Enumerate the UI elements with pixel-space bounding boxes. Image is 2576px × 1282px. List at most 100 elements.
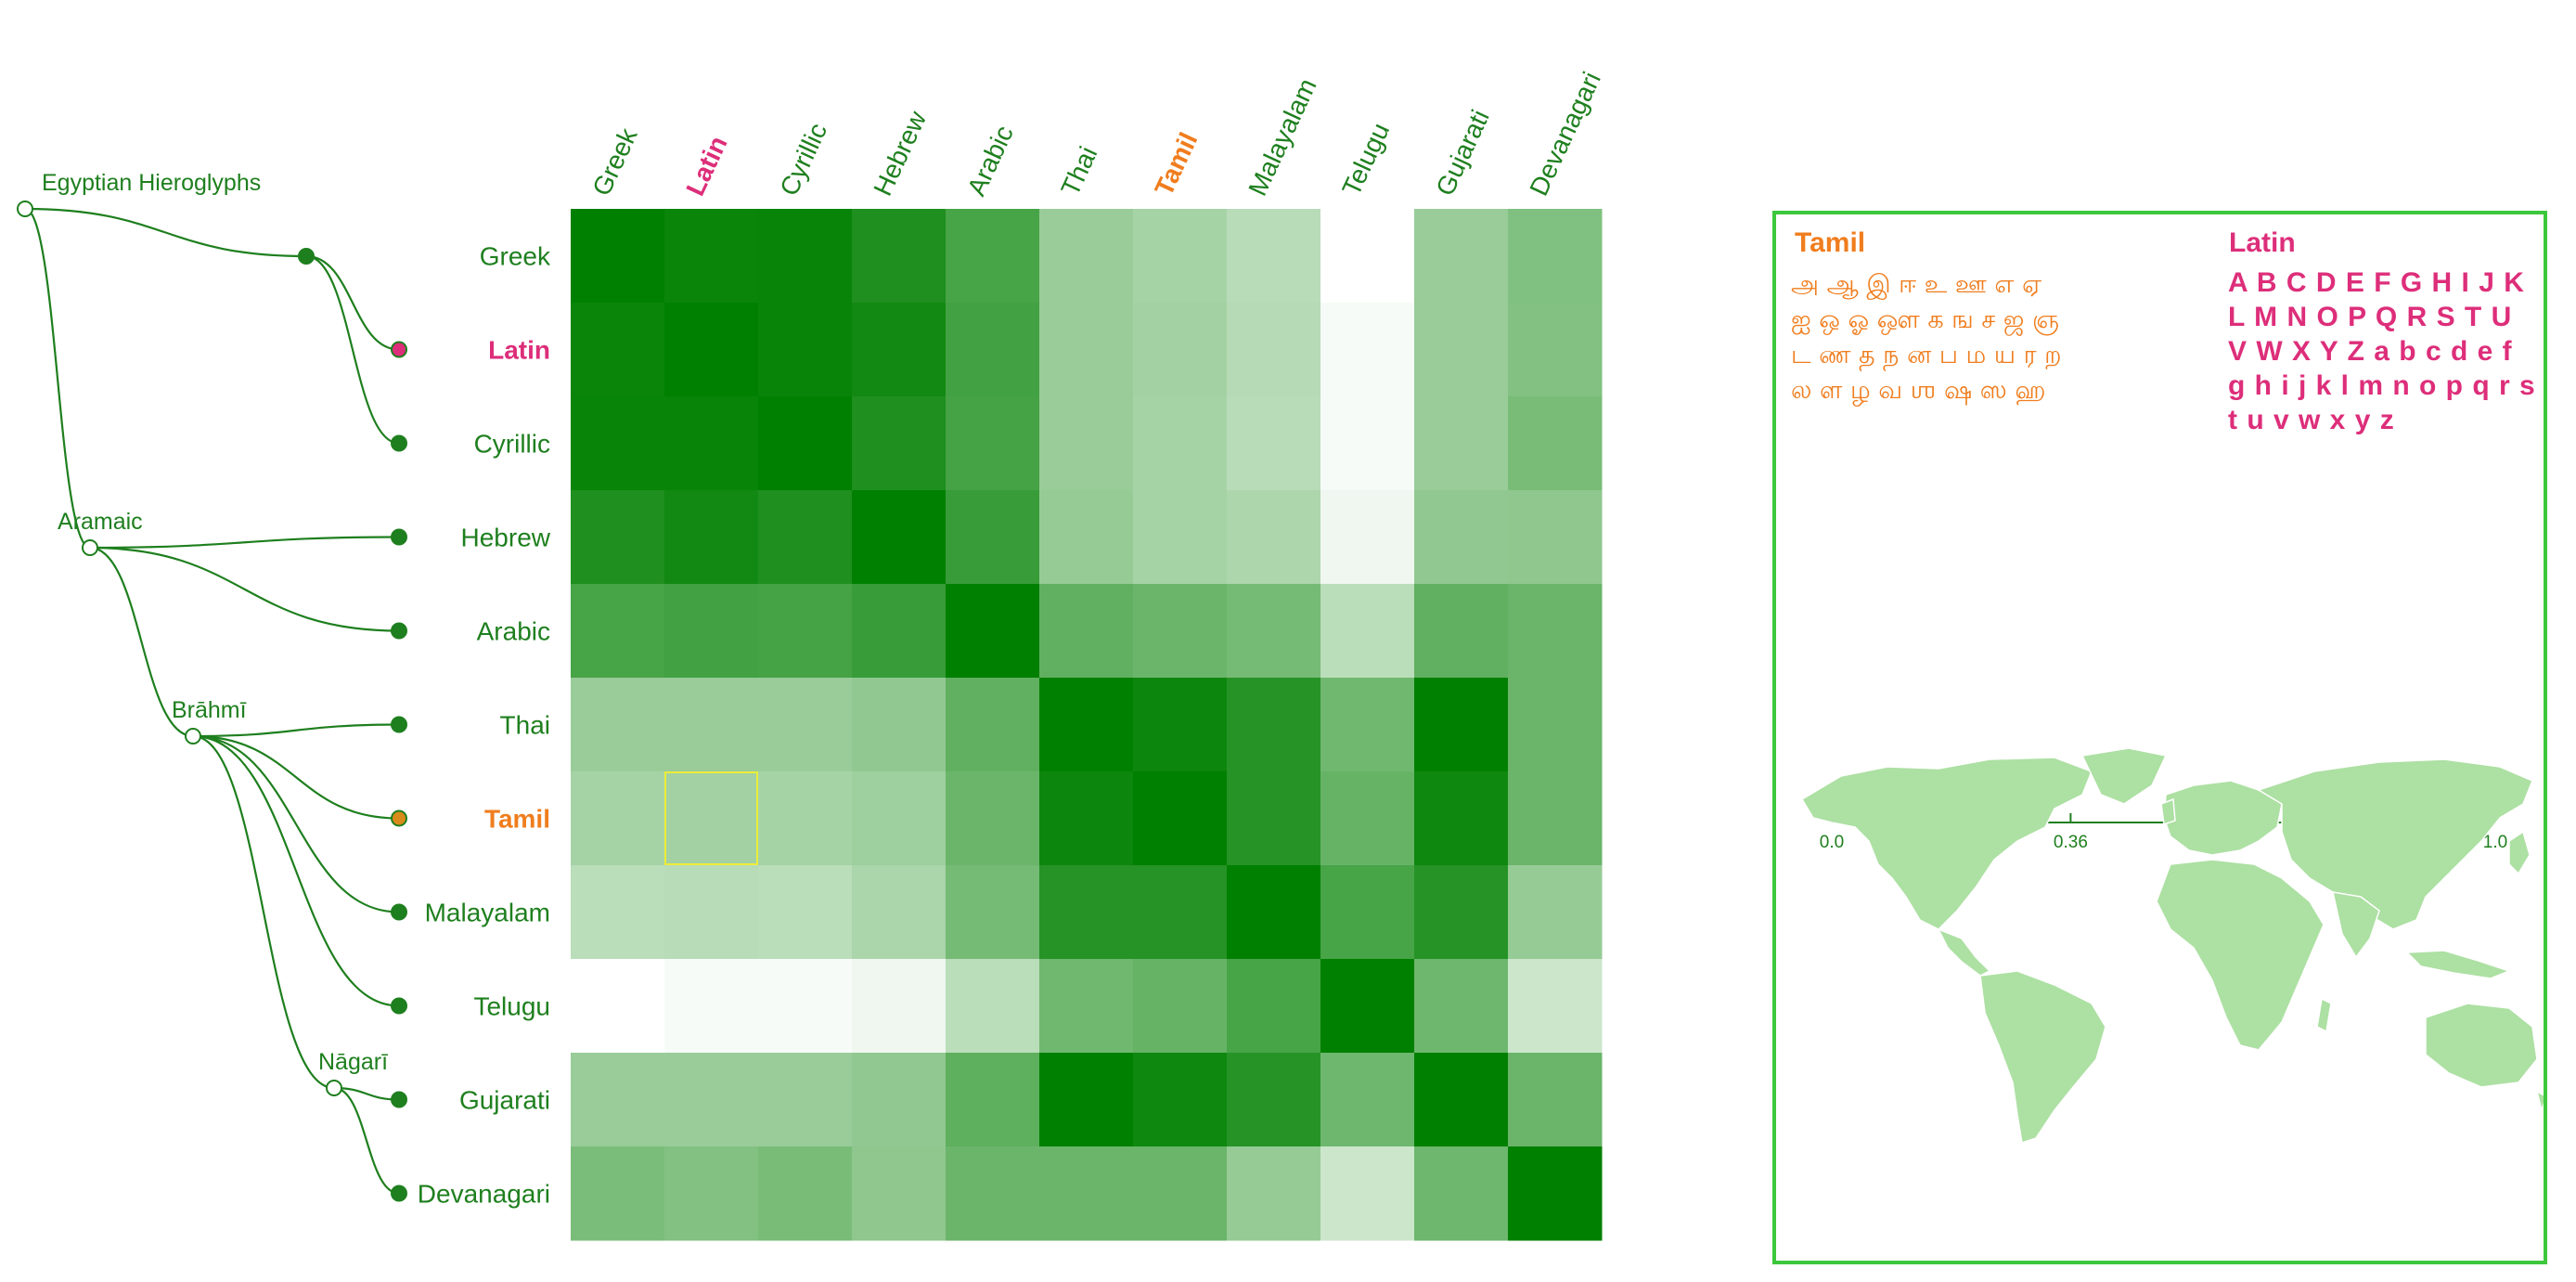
heatmap-cell[interactable]: [664, 490, 759, 585]
heatmap-cell[interactable]: [758, 303, 853, 397]
row-label[interactable]: Devanagari: [418, 1180, 550, 1209]
column-label[interactable]: Gujarati: [1430, 106, 1495, 201]
heatmap-cell[interactable]: [1320, 209, 1415, 304]
row-label[interactable]: Hebrew: [461, 524, 551, 552]
column-label[interactable]: Telugu: [1336, 119, 1395, 201]
heatmap-cell[interactable]: [852, 678, 947, 772]
column-label[interactable]: Thai: [1055, 142, 1102, 200]
heatmap-cell[interactable]: [1039, 959, 1134, 1054]
heatmap-cell[interactable]: [1039, 584, 1134, 679]
heatmap-cell[interactable]: [1039, 771, 1134, 866]
heatmap-cell[interactable]: [946, 209, 1040, 304]
heatmap-cell[interactable]: [664, 1146, 759, 1241]
heatmap-cell[interactable]: [852, 584, 947, 679]
heatmap-cell[interactable]: [852, 959, 947, 1054]
heatmap-cell[interactable]: [1508, 678, 1603, 772]
heatmap-cell[interactable]: [1508, 490, 1603, 585]
heatmap-cell[interactable]: [946, 771, 1040, 866]
row-label[interactable]: Cyrillic: [474, 430, 550, 459]
row-label[interactable]: Tamil: [484, 805, 550, 834]
heatmap-cell[interactable]: [571, 584, 665, 679]
heatmap-cell[interactable]: [571, 1146, 665, 1241]
heatmap-cell[interactable]: [1039, 678, 1134, 772]
heatmap-cell[interactable]: [571, 1053, 665, 1147]
column-label[interactable]: Greek: [586, 123, 643, 200]
row-label[interactable]: Greek: [480, 242, 551, 271]
heatmap-cell[interactable]: [664, 865, 759, 960]
heatmap-cell[interactable]: [1414, 209, 1509, 304]
heatmap-cell[interactable]: [571, 490, 665, 585]
heatmap-cell[interactable]: [946, 396, 1040, 491]
heatmap-cell[interactable]: [1039, 1053, 1134, 1147]
column-label[interactable]: Hebrew: [868, 106, 932, 200]
heatmap-cell[interactable]: [1320, 1146, 1415, 1241]
heatmap-cell[interactable]: [852, 1146, 947, 1241]
tree-leaf-node[interactable]: [391, 341, 407, 358]
tree-internal-node[interactable]: [82, 539, 98, 556]
tree-leaf-node[interactable]: [391, 528, 407, 546]
heatmap-cell[interactable]: [1133, 209, 1228, 304]
heatmap-cell[interactable]: [1133, 584, 1228, 679]
heatmap-cell[interactable]: [1133, 678, 1228, 772]
heatmap-cell[interactable]: [1227, 1146, 1321, 1241]
heatmap-cell[interactable]: [1508, 396, 1603, 491]
row-label[interactable]: Malayalam: [425, 899, 550, 927]
heatmap-cell[interactable]: [571, 959, 665, 1054]
row-label[interactable]: Gujarati: [459, 1086, 550, 1115]
heatmap-cell[interactable]: [664, 959, 759, 1054]
heatmap-cell[interactable]: [664, 584, 759, 679]
heatmap-cell[interactable]: [1133, 396, 1228, 491]
heatmap-cell[interactable]: [758, 1146, 853, 1241]
row-label[interactable]: Arabic: [477, 617, 550, 646]
column-label[interactable]: Cyrillic: [774, 119, 832, 201]
heatmap-cell[interactable]: [852, 771, 947, 866]
heatmap-cell[interactable]: [1508, 303, 1603, 397]
heatmap-cell[interactable]: [1320, 771, 1415, 866]
heatmap-cell[interactable]: [1227, 865, 1321, 960]
heatmap-cell[interactable]: [664, 303, 759, 397]
tree-leaf-node[interactable]: [391, 716, 407, 733]
heatmap-cell[interactable]: [1414, 678, 1509, 772]
heatmap-cell[interactable]: [664, 678, 759, 772]
heatmap-cell[interactable]: [1508, 1146, 1603, 1241]
heatmap-cell[interactable]: [946, 678, 1040, 772]
heatmap-cell[interactable]: [1039, 1146, 1134, 1241]
heatmap-cell[interactable]: [1227, 678, 1321, 772]
heatmap-cell[interactable]: [1508, 771, 1603, 866]
heatmap-cell[interactable]: [1039, 209, 1134, 304]
heatmap-cell[interactable]: [1414, 1053, 1509, 1147]
heatmap-cell[interactable]: [946, 490, 1040, 585]
heatmap-cell[interactable]: [852, 865, 947, 960]
row-label[interactable]: Latin: [488, 336, 550, 365]
heatmap-cell[interactable]: [1133, 1146, 1228, 1241]
heatmap-cell[interactable]: [1039, 865, 1134, 960]
heatmap-cell[interactable]: [946, 303, 1040, 397]
heatmap-cell[interactable]: [1320, 303, 1415, 397]
heatmap-cell[interactable]: [1320, 959, 1415, 1054]
heatmap-cell[interactable]: [1039, 396, 1134, 491]
tree-leaf-node[interactable]: [391, 997, 407, 1015]
heatmap-cell[interactable]: [1133, 771, 1228, 866]
heatmap-cell[interactable]: [1039, 303, 1134, 397]
heatmap-cell[interactable]: [571, 303, 665, 397]
heatmap-cell[interactable]: [1320, 1053, 1415, 1147]
heatmap-cell[interactable]: [664, 1053, 759, 1147]
heatmap-cell[interactable]: [852, 1053, 947, 1147]
heatmap-cell[interactable]: [1320, 678, 1415, 772]
heatmap-cell[interactable]: [1227, 959, 1321, 1054]
heatmap-cell[interactable]: [1133, 1053, 1228, 1147]
heatmap-cell[interactable]: [758, 396, 853, 491]
heatmap-cell[interactable]: [758, 1053, 853, 1147]
heatmap-cell[interactable]: [1133, 865, 1228, 960]
heatmap-cell[interactable]: [571, 865, 665, 960]
heatmap-cell[interactable]: [1133, 303, 1228, 397]
tree-leaf-node[interactable]: [391, 434, 407, 452]
heatmap-cell[interactable]: [852, 490, 947, 585]
tree-internal-node[interactable]: [17, 201, 33, 217]
heatmap-cell[interactable]: [1508, 865, 1603, 960]
heatmap-cell[interactable]: [1227, 490, 1321, 585]
heatmap-cell[interactable]: [1414, 396, 1509, 491]
heatmap-cell[interactable]: [1508, 584, 1603, 679]
heatmap-cell[interactable]: [1414, 584, 1509, 679]
heatmap-cell[interactable]: [1227, 396, 1321, 491]
